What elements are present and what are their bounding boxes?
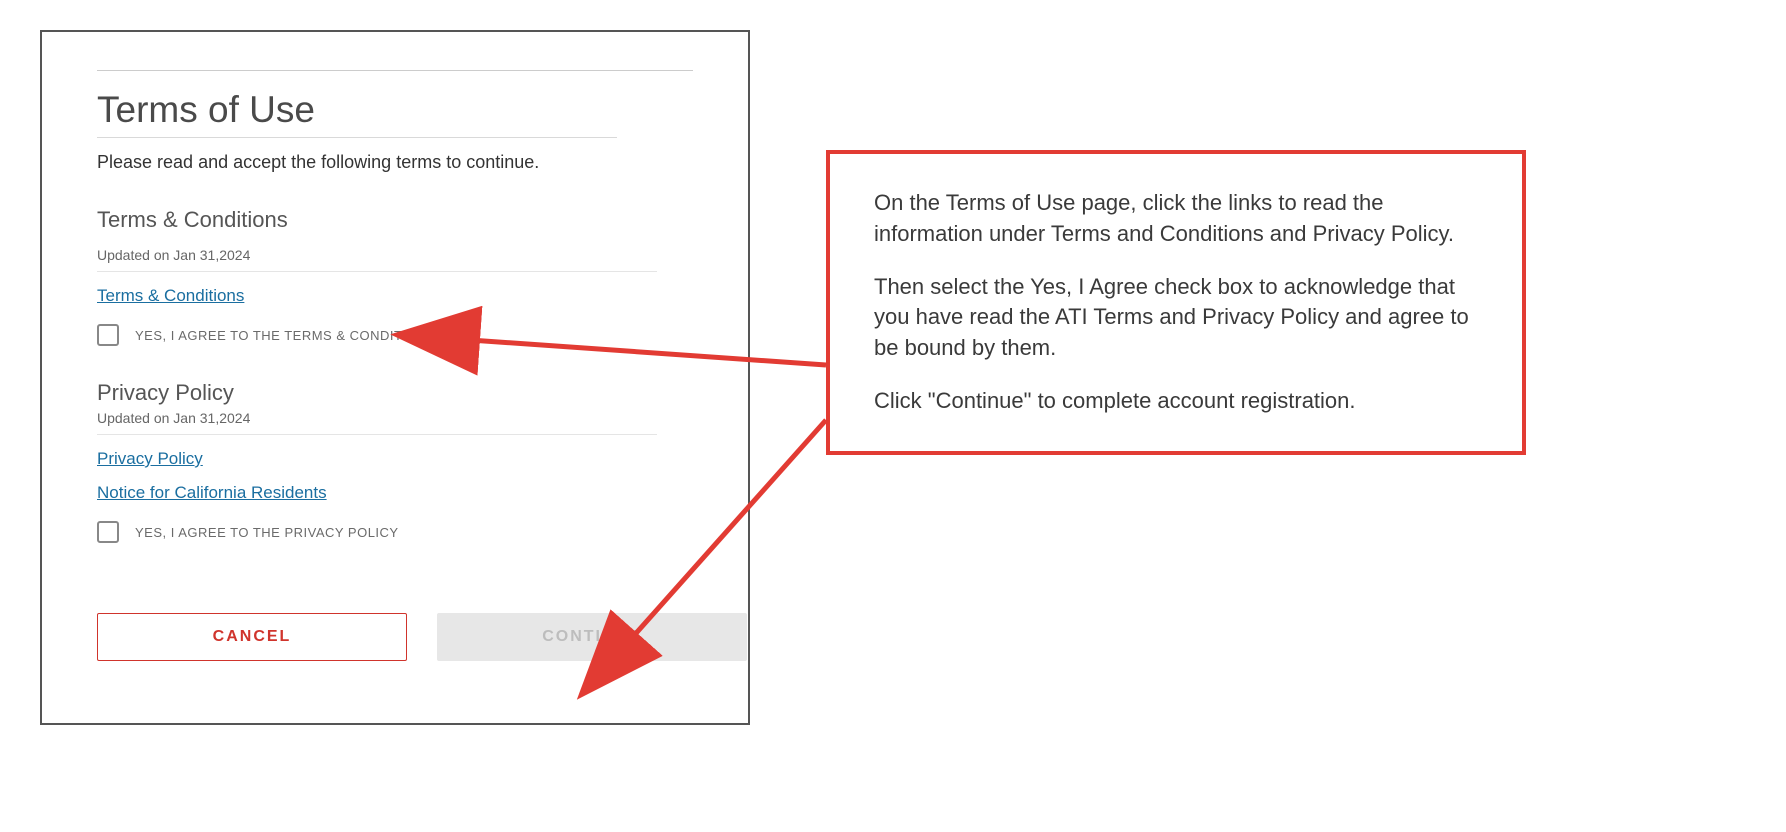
- privacy-agree-label: YES, I AGREE TO THE PRIVACY POLICY: [135, 525, 399, 540]
- privacy-heading: Privacy Policy: [97, 380, 693, 406]
- privacy-agree-row: YES, I AGREE TO THE PRIVACY POLICY: [97, 521, 693, 543]
- terms-conditions-link[interactable]: Terms & Conditions: [97, 286, 244, 306]
- terms-agree-row: YES, I AGREE TO THE TERMS & CONDITIONS: [97, 324, 693, 346]
- privacy-agree-checkbox[interactable]: [97, 521, 119, 543]
- privacy-updated-date: Updated on Jan 31,2024: [97, 410, 657, 435]
- dialog-body: Terms of Use Please read and accept the …: [42, 32, 748, 686]
- california-notice-link[interactable]: Notice for California Residents: [97, 483, 327, 503]
- continue-button[interactable]: CONTINUE: [437, 613, 747, 661]
- terms-updated-date: Updated on Jan 31,2024: [97, 247, 657, 272]
- page-subtitle: Please read and accept the following ter…: [97, 152, 693, 173]
- instruction-callout: On the Terms of Use page, click the link…: [826, 150, 1526, 455]
- cancel-button[interactable]: CANCEL: [97, 613, 407, 661]
- page-title: Terms of Use: [97, 89, 617, 138]
- privacy-policy-link[interactable]: Privacy Policy: [97, 449, 203, 469]
- terms-agree-checkbox[interactable]: [97, 324, 119, 346]
- callout-paragraph-3: Click "Continue" to complete account reg…: [874, 386, 1482, 417]
- terms-dialog: Terms of Use Please read and accept the …: [40, 30, 750, 725]
- button-row: CANCEL CONTINUE: [97, 613, 693, 661]
- terms-agree-label: YES, I AGREE TO THE TERMS & CONDITIONS: [135, 328, 436, 343]
- top-divider: [97, 70, 693, 71]
- terms-heading: Terms & Conditions: [97, 207, 693, 233]
- callout-paragraph-2: Then select the Yes, I Agree check box t…: [874, 272, 1482, 364]
- callout-paragraph-1: On the Terms of Use page, click the link…: [874, 188, 1482, 250]
